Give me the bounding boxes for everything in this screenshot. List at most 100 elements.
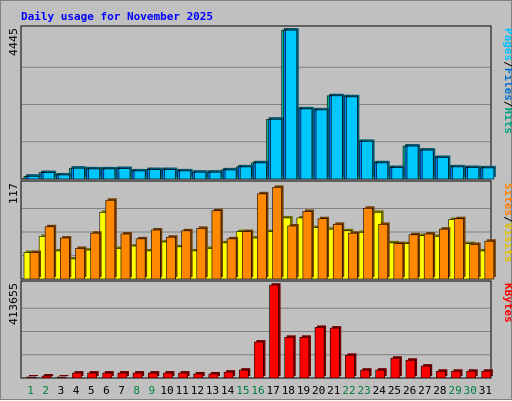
x-tick-day-30: 30 (464, 384, 477, 397)
bar-kbytes-day-29 (451, 370, 461, 379)
legend-item-kbytes: KBytes (502, 283, 512, 323)
bar-pages-day-28 (437, 157, 449, 180)
x-tick-day-2: 2 (42, 384, 49, 397)
bar-kbytes-day-15 (238, 369, 249, 379)
bar-kbytes-day-19 (299, 337, 310, 379)
legend-item-sites: Sites (502, 183, 512, 216)
bar-pages-day-20 (315, 109, 328, 180)
bar-pages-day-1 (27, 176, 40, 180)
bar-pages-day-16 (255, 162, 267, 180)
bar-sites-day-15 (241, 231, 252, 280)
bar-kbytes-day-3 (57, 376, 67, 379)
x-tick-day-29: 29 (448, 384, 461, 397)
x-tick-day-23: 23 (358, 384, 371, 397)
x-tick-day-19: 19 (297, 384, 310, 397)
bar-kbytes-day-20 (314, 327, 325, 379)
bar-sites-day-30 (469, 244, 479, 280)
bar-sites-day-13 (211, 210, 222, 280)
bar-sites-day-17 (272, 187, 282, 280)
bar-sites-day-5 (90, 232, 100, 280)
bar-sites-day-23 (363, 207, 373, 280)
legend-item-separator: / (502, 61, 512, 68)
x-tick-day-25: 25 (388, 384, 401, 397)
bar-pages-day-3 (58, 174, 70, 180)
bar-kbytes-day-8 (132, 372, 143, 379)
bar-pages-day-2 (42, 172, 55, 180)
x-tick-day-10: 10 (160, 384, 173, 397)
bar-pages-day-30 (467, 167, 479, 180)
bar-sites-day-11 (181, 230, 191, 280)
x-tick-day-6: 6 (103, 384, 110, 397)
bar-pages-day-26 (406, 145, 419, 180)
bar-sites-day-1 (29, 252, 40, 280)
x-tick-day-27: 27 (418, 384, 431, 397)
x-tick-day-13: 13 (206, 384, 219, 397)
bar-kbytes-day-2 (41, 375, 52, 379)
bar-kbytes-day-30 (466, 370, 476, 379)
x-tick-day-18: 18 (282, 384, 295, 397)
bar-sites-day-4 (75, 248, 85, 280)
x-tick-day-9: 9 (149, 384, 156, 397)
bar-pages-day-22 (346, 96, 358, 180)
bar-kbytes-day-18 (284, 337, 295, 379)
bar-sites-day-3 (60, 237, 70, 280)
bar-sites-day-7 (120, 233, 131, 280)
x-tick-day-4: 4 (73, 384, 80, 397)
bar-pages-day-13 (209, 171, 222, 180)
bar-pages-day-8 (133, 170, 146, 180)
legend-item-visits: Visits (502, 223, 512, 263)
bar-shadow-pages-day-1 (30, 174, 41, 177)
bar-pages-day-10 (164, 169, 176, 180)
bar-pages-day-9 (148, 169, 161, 180)
bar-sites-day-28 (439, 228, 449, 280)
bar-sites-day-8 (135, 238, 146, 280)
x-tick-day-7: 7 (118, 384, 125, 397)
x-tick-day-8: 8 (133, 384, 140, 397)
bar-pages-day-4 (73, 167, 85, 180)
bar-sites-day-27 (423, 233, 434, 280)
bar-kbytes-day-27 (420, 365, 431, 379)
bar-pages-day-25 (391, 167, 404, 180)
bar-pages-day-7 (118, 168, 131, 180)
panel-kbytes: 413655 KBytes (7, 280, 512, 379)
legend-item-separator: / (502, 101, 512, 108)
x-tick-day-31: 31 (479, 384, 492, 397)
bar-pages-day-18 (285, 29, 298, 180)
x-tick-day-17: 17 (267, 384, 280, 397)
bar-kbytes-day-13 (208, 373, 219, 379)
bar-sites-day-12 (196, 228, 207, 280)
bar-sites-day-16 (257, 193, 267, 280)
bar-kbytes-day-9 (147, 372, 158, 379)
bar-kbytes-day-25 (390, 357, 401, 379)
bar-kbytes-day-14 (223, 371, 234, 379)
bar-sites-day-22 (348, 232, 358, 280)
y-max-label-hits-files-pages: 4445 (7, 28, 20, 56)
bar-sites-day-24 (378, 224, 389, 280)
bar-pages-day-14 (224, 169, 237, 180)
bar-kbytes-day-24 (375, 369, 386, 379)
legend-hits-files-pages: Pages/Files/Hits (502, 28, 512, 134)
bar-kbytes-day-26 (405, 359, 416, 379)
bar-sites-day-10 (166, 236, 176, 280)
legend-item-separator: / (502, 216, 512, 223)
bar-pages-day-27 (421, 149, 434, 180)
x-tick-day-12: 12 (191, 384, 204, 397)
bar-sites-day-2 (44, 226, 55, 280)
y-max-label-visits-sites: 117 (7, 183, 20, 204)
panel-hits-files-pages: 4445 Pages/Files/Hits (7, 25, 512, 180)
bar-sites-day-18 (287, 225, 298, 280)
bar-kbytes-day-28 (436, 370, 446, 379)
bar-pages-day-19 (300, 108, 313, 180)
bar-sites-day-6 (105, 199, 116, 280)
legend-kbytes: KBytes (502, 283, 512, 323)
x-tick-day-22: 22 (342, 384, 355, 397)
bar-sites-day-21 (332, 224, 343, 280)
bar-pages-day-23 (361, 141, 373, 180)
bar-pages-day-29 (452, 166, 464, 180)
bar-sites-day-20 (317, 218, 328, 280)
bar-kbytes-day-7 (117, 372, 128, 379)
x-tick-day-26: 26 (403, 384, 416, 397)
bar-sites-day-26 (408, 234, 419, 280)
bar-kbytes-day-11 (178, 372, 188, 379)
x-tick-day-5: 5 (88, 384, 95, 397)
